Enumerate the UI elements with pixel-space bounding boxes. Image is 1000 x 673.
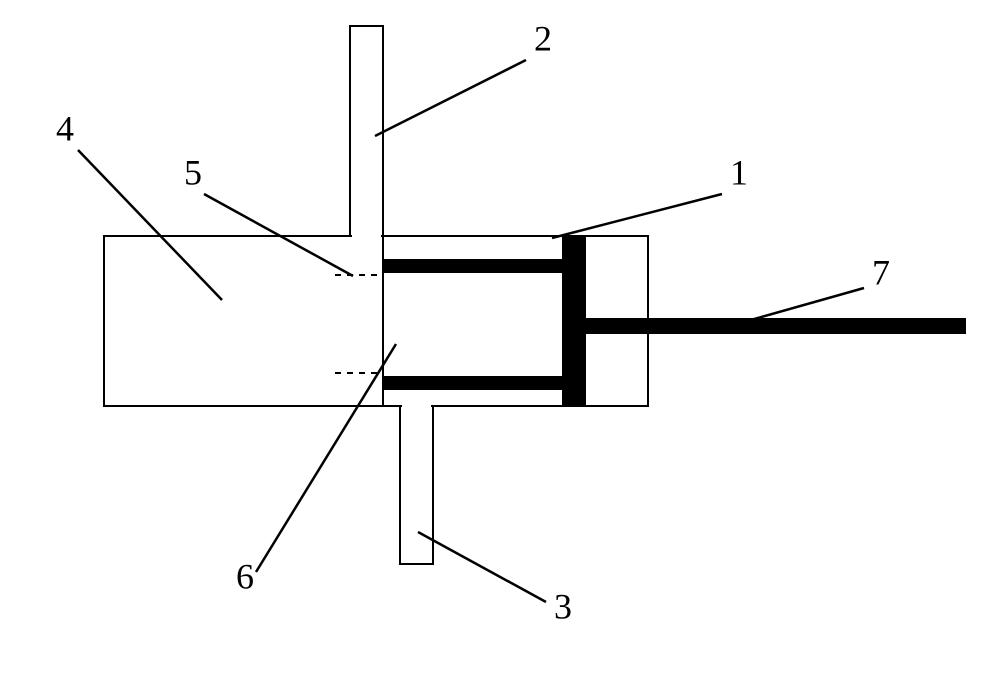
leader-line-7 [740, 288, 864, 323]
piston-vertical-bar [562, 237, 586, 405]
top-tube-clear [352, 234, 381, 238]
label-7: 7 [872, 252, 890, 292]
bottom-tube [400, 406, 433, 564]
label-5: 5 [184, 152, 202, 192]
leader-line-1 [552, 194, 722, 238]
bottom-tube-clear [402, 404, 431, 408]
piston-rod [586, 318, 966, 334]
leader-line-6 [256, 344, 396, 572]
label-1: 1 [730, 152, 748, 192]
technical-diagram: 1 2 3 4 5 6 7 [0, 0, 1000, 673]
piston-horizontal-top [383, 259, 563, 273]
label-6: 6 [236, 556, 254, 596]
top-tube [350, 26, 383, 236]
leader-line-3 [418, 532, 546, 602]
label-4: 4 [56, 108, 74, 148]
piston-horizontal-bottom [383, 376, 563, 390]
label-3: 3 [554, 586, 572, 626]
label-2: 2 [534, 18, 552, 58]
leader-line-2 [375, 60, 526, 136]
